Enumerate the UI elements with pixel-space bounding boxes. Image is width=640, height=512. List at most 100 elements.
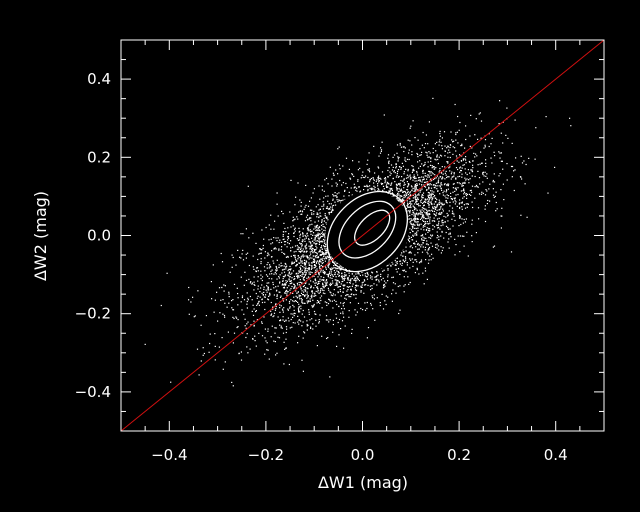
scatter-point [409,191,411,193]
scatter-point [479,163,481,165]
scatter-point [459,183,461,185]
scatter-point [309,298,311,300]
scatter-point [293,275,295,278]
scatter-point [463,245,465,247]
scatter-point [330,271,333,273]
scatter-point [350,280,352,282]
scatter-point [340,283,342,285]
scatter-point [257,285,259,287]
scatter-point [317,276,319,278]
scatter-point [317,257,319,259]
scatter-point [417,242,419,245]
scatter-point [413,215,415,217]
scatter-point [257,288,259,290]
scatter-point [432,152,434,154]
scatter-point [282,311,284,313]
scatter-point [455,139,457,141]
scatter-point [315,248,317,251]
scatter-point [336,284,338,287]
scatter-point [387,186,389,188]
scatter-point [464,221,466,223]
scatter-point [419,209,421,211]
scatter-point [391,261,393,263]
scatter-point [190,301,192,303]
scatter-point [412,120,414,122]
scatter-point [465,125,467,127]
scatter-point [280,295,282,297]
scatter-point [410,222,412,224]
scatter-point [257,276,259,278]
scatter-point [437,180,439,182]
scatter-point [281,265,283,267]
scatter-point [282,283,284,285]
scatter-point [284,292,286,294]
scatter-point [416,261,418,263]
scatter-point [514,169,516,171]
scatter-point [423,181,426,183]
scatter-point [249,348,251,350]
scatter-point [289,276,291,278]
scatter-point [311,272,313,274]
scatter-point [232,256,234,259]
scatter-point [423,201,425,203]
scatter-point [520,214,522,216]
scatter-point [220,252,222,255]
scatter-point [276,278,278,280]
scatter-point [376,284,378,286]
scatter-point [343,347,345,349]
scatter-point [441,145,443,147]
scatter-point [399,273,401,275]
scatter-point [425,134,427,136]
scatter-point [298,319,300,321]
scatter-point [224,316,226,318]
scatter-point [437,224,440,226]
scatter-point [261,322,263,324]
scatter-point [295,250,297,253]
scatter-point [232,309,235,311]
scatter-point [459,235,462,237]
scatter-point [308,269,310,271]
scatter-point [274,341,276,343]
scatter-point [480,193,483,195]
scatter-point [263,296,265,298]
scatter-point [470,189,472,191]
scatter-point [436,155,438,157]
scatter-point [292,292,294,294]
scatter-point [326,281,328,283]
scatter-point [306,256,308,258]
scatter-point [254,340,256,342]
scatter-point [249,295,251,298]
scatter-point [499,152,501,154]
scatter-point [329,206,332,208]
scatter-point [452,183,454,185]
scatter-point [293,228,296,230]
scatter-point [446,212,448,215]
scatter-point [490,143,492,145]
scatter-point [170,381,172,383]
scatter-point [408,283,410,285]
scatter-point [461,144,463,147]
scatter-point [503,199,505,201]
scatter-point [415,218,417,221]
scatter-point [456,131,458,133]
scatter-point [409,202,411,204]
scatter-point [285,326,288,328]
scatter-point [422,170,424,173]
scatter-point [315,286,318,288]
scatter-point [325,283,327,285]
scatter-point [282,231,284,233]
scatter-point [358,280,360,282]
scatter-point [306,329,308,331]
scatter-point [406,193,408,195]
scatter-point [297,342,299,344]
scatter-point [458,203,460,205]
scatter-point [384,180,386,182]
scatter-point [439,135,441,137]
scatter-point [463,193,465,195]
scatter-point [373,185,375,187]
scatter-point [428,170,430,172]
scatter-point [341,278,344,280]
scatter-point [212,264,214,266]
scatter-point [364,275,366,277]
scatter-point [402,255,404,257]
